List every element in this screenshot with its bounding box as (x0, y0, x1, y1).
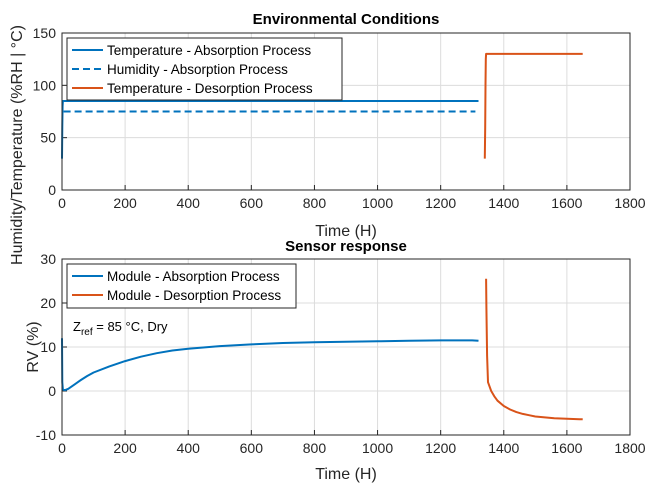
x-axis-label: Time (H) (315, 466, 377, 483)
x-tick-label: 1000 (362, 195, 393, 211)
x-tick-label: 1600 (551, 195, 582, 211)
x-tick-label: 0 (58, 195, 66, 211)
chart-2: 0 200 400 600 800 1000 1200 1400 1600 1800-100102… (25, 238, 646, 483)
legend-label: Module - Desorption Process (107, 288, 281, 303)
y-axis-label: RV (%) (25, 321, 42, 372)
x-tick-label: 1800 (614, 195, 645, 211)
annotation-sub: ref (81, 327, 93, 338)
y-tick-label: 10 (40, 339, 56, 355)
legend-label: Temperature - Desorption Process (107, 81, 313, 96)
x-tick-label: 1000 (362, 440, 393, 456)
annotation-main: Z (73, 319, 81, 334)
y-tick-label: -10 (36, 427, 56, 443)
y-tick-label: 30 (40, 251, 56, 267)
legend: Temperature - Absorption Process Humidity… (67, 38, 342, 100)
legend-label: Humidity - Absorption Process (107, 62, 288, 77)
x-tick-label: 200 (113, 440, 137, 456)
x-tick-label: 800 (303, 195, 327, 211)
x-tick-label: 400 (177, 195, 201, 211)
shared-y-axis-label: Humidity/Temperature (%RH | °C) (9, 25, 26, 265)
y-tick-label: 100 (33, 77, 57, 93)
legend: Module - Absorption Process Module - Deso… (67, 264, 296, 308)
x-tick-label: 200 (113, 195, 137, 211)
x-tick-label: 0 (58, 440, 66, 456)
x-tick-label: 1600 (551, 440, 582, 456)
y-tick-label: 0 (48, 383, 56, 399)
chart-title: Sensor response (285, 238, 407, 255)
x-tick-label: 600 (240, 440, 264, 456)
x-tick-label: 600 (240, 195, 264, 211)
y-tick-label: 20 (40, 295, 56, 311)
x-tick-label: 1400 (488, 195, 519, 211)
y-tick-label: 150 (33, 25, 57, 41)
x-tick-label: 1800 (614, 440, 645, 456)
legend-label: Temperature - Absorption Process (107, 43, 311, 58)
x-tick-label: 1200 (425, 195, 456, 211)
chart-1: 0 200 400 600 800 1000 1200 1400 1600 1800 0 50 100 1… (33, 11, 646, 240)
x-tick-label: 400 (177, 440, 201, 456)
x-tick-label: 1200 (425, 440, 456, 456)
annotation-rest: = 85 °C, Dry (93, 319, 168, 334)
x-tick-label: 1400 (488, 440, 519, 456)
y-tick-label: 50 (40, 130, 56, 146)
y-tick-label: 0 (48, 182, 56, 198)
chart-title: Environmental Conditions (253, 11, 440, 28)
x-tick-label: 800 (303, 440, 327, 456)
legend-label: Module - Absorption Process (107, 269, 280, 284)
